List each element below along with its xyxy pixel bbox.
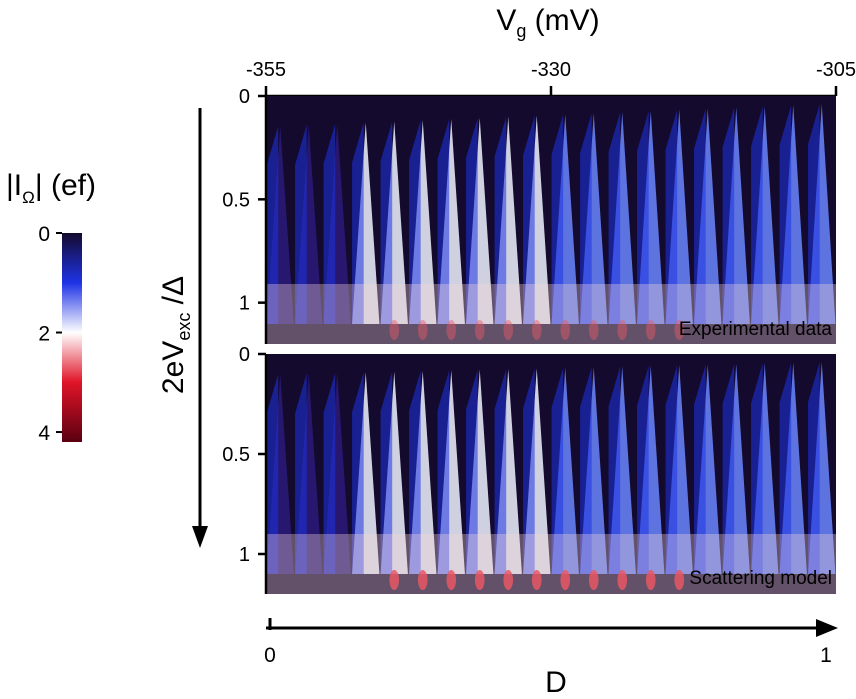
svg-text:2eVexc /Δ: 2eVexc /Δ bbox=[157, 276, 194, 394]
heatmap-lobe-edge bbox=[380, 371, 393, 574]
panel-model: Scattering model bbox=[266, 354, 836, 594]
heatmap-lobe-edge bbox=[295, 373, 307, 574]
heatmap-red-spot bbox=[531, 570, 542, 590]
heatmap-red-spot bbox=[617, 320, 628, 340]
top-axis-tick-label: -330 bbox=[531, 59, 571, 81]
heatmap-lobe-edge bbox=[494, 368, 507, 574]
y-axis-experimental: 00.51 bbox=[222, 86, 268, 344]
bottom-axis-tick-label: 0 bbox=[264, 644, 276, 667]
top-axis: Vg (mV) -355 -330 -305 bbox=[246, 4, 856, 98]
heatmap-lobe-edge bbox=[665, 109, 678, 324]
panel-label-experimental: Experimental data bbox=[679, 319, 833, 340]
heatmap-red-spot bbox=[446, 320, 457, 340]
heatmap-red-spot bbox=[474, 320, 485, 340]
heatmap-lobe-edge bbox=[551, 114, 564, 324]
heatmap-red-spot bbox=[417, 570, 428, 590]
heatmap-lobe-edge bbox=[637, 110, 649, 325]
bottom-axis-tick-label: 1 bbox=[820, 644, 832, 667]
heatmap-lobe-edge bbox=[437, 119, 450, 324]
y-axis-tick-label: 0 bbox=[239, 86, 250, 108]
heatmap-lobe-edge bbox=[409, 370, 421, 574]
heatmap-red-spot bbox=[389, 570, 400, 590]
heatmap-red-spot bbox=[645, 570, 656, 590]
heatmap-lobe-edge bbox=[808, 362, 820, 574]
panel-label-model: Scattering model bbox=[689, 568, 832, 589]
heatmap-lobe-edge bbox=[694, 108, 706, 324]
heatmap-red-spot bbox=[617, 570, 628, 590]
heatmap-red-spot bbox=[588, 320, 599, 340]
y-axis-model: 00.51 bbox=[222, 344, 268, 594]
heatmap-lobe-edge bbox=[523, 115, 535, 324]
top-axis-tick-label: -305 bbox=[816, 59, 856, 81]
y-axis-tick-label: 1 bbox=[239, 544, 250, 566]
heatmap-lobe-edge bbox=[665, 365, 678, 574]
heatmap-red-spot bbox=[389, 320, 400, 340]
colorbar-strip bbox=[62, 233, 82, 442]
heatmap-lobe-edge bbox=[779, 105, 792, 324]
heatmap-lobe-edge bbox=[808, 104, 820, 324]
heatmap-red-spot bbox=[560, 320, 571, 340]
heatmap-lobe-edge bbox=[608, 112, 621, 325]
heatmap-lobe-edge bbox=[494, 116, 507, 324]
top-axis-tick-label: -355 bbox=[246, 59, 286, 81]
y-axis-tick-label: 0.5 bbox=[222, 444, 250, 466]
heatmap-lobe-edge bbox=[466, 369, 478, 574]
heatmap-lobe-edge bbox=[295, 124, 307, 324]
heatmap-red-spot bbox=[503, 570, 514, 590]
heatmap-bottom-band bbox=[266, 534, 836, 594]
heatmap-lobe-edge bbox=[551, 367, 564, 574]
panel-experimental: Experimental data bbox=[266, 96, 836, 344]
heatmap-red-spot bbox=[588, 570, 599, 590]
heatmap-lobe-edge bbox=[266, 374, 279, 574]
heatmap-red-spot bbox=[645, 320, 656, 340]
y-axis-tick-label: 0 bbox=[239, 344, 250, 366]
heatmap-red-spot bbox=[674, 570, 685, 590]
heatmap-bottom-band bbox=[266, 284, 836, 344]
heatmap-lobe-edge bbox=[580, 113, 592, 325]
heatmap-lobe-edge bbox=[523, 368, 535, 574]
heatmap-lobe-edge bbox=[779, 362, 792, 574]
heatmap-lobe-edge bbox=[380, 121, 393, 324]
y-axis-tick-label: 1 bbox=[239, 293, 250, 315]
heatmap-red-spot bbox=[474, 570, 485, 590]
heatmap-lobe-edge bbox=[266, 126, 279, 324]
colorbar-ticks: 0 2 4 bbox=[38, 223, 62, 445]
y-axis-tick-label: 0.5 bbox=[222, 189, 250, 211]
colorbar: |IΩ| (ef) 0 2 4 bbox=[6, 169, 96, 445]
y-axis-label: 2eVexc /Δ bbox=[157, 276, 194, 394]
heatmap-lobe-edge bbox=[323, 372, 336, 574]
heatmap-lobe-edge bbox=[580, 367, 592, 574]
heatmap-red-spot bbox=[560, 570, 571, 590]
heatmap-lobe-edge bbox=[751, 106, 763, 324]
heatmap-lobe-edge bbox=[352, 372, 364, 574]
bottom-axis-label: D bbox=[545, 666, 567, 699]
heatmap-lobe-edge bbox=[694, 364, 706, 574]
top-axis-label: Vg (mV) bbox=[496, 4, 599, 41]
heatmap-red-spot bbox=[446, 570, 457, 590]
heatmap-lobe-edge bbox=[409, 120, 421, 324]
heatmap-lobe-edge bbox=[437, 370, 450, 574]
heatmap-red-spot bbox=[503, 320, 514, 340]
heatmap-lobe-edge bbox=[608, 366, 621, 574]
heatmap-red-spot bbox=[417, 320, 428, 340]
heatmap-lobe-edge bbox=[323, 123, 336, 325]
heatmap-red-spot bbox=[674, 320, 685, 340]
heatmap-lobe-edge bbox=[751, 363, 763, 574]
bottom-axis: 0 1 D bbox=[264, 618, 838, 699]
heatmap-lobe-edge bbox=[722, 363, 735, 574]
y-direction-arrow bbox=[192, 108, 208, 548]
colorbar-tick-label: 4 bbox=[38, 422, 50, 445]
heatmap-red-spot bbox=[531, 320, 542, 340]
colorbar-tick-label: 0 bbox=[38, 223, 50, 246]
heatmap-lobe-edge bbox=[466, 117, 478, 324]
heatmap-lobe-edge bbox=[722, 107, 735, 324]
colorbar-title: |IΩ| (ef) bbox=[6, 169, 96, 207]
heatmap-lobe-edge bbox=[637, 365, 649, 574]
heatmap-lobe-edge bbox=[352, 122, 364, 325]
colorbar-tick-label: 2 bbox=[38, 323, 50, 346]
